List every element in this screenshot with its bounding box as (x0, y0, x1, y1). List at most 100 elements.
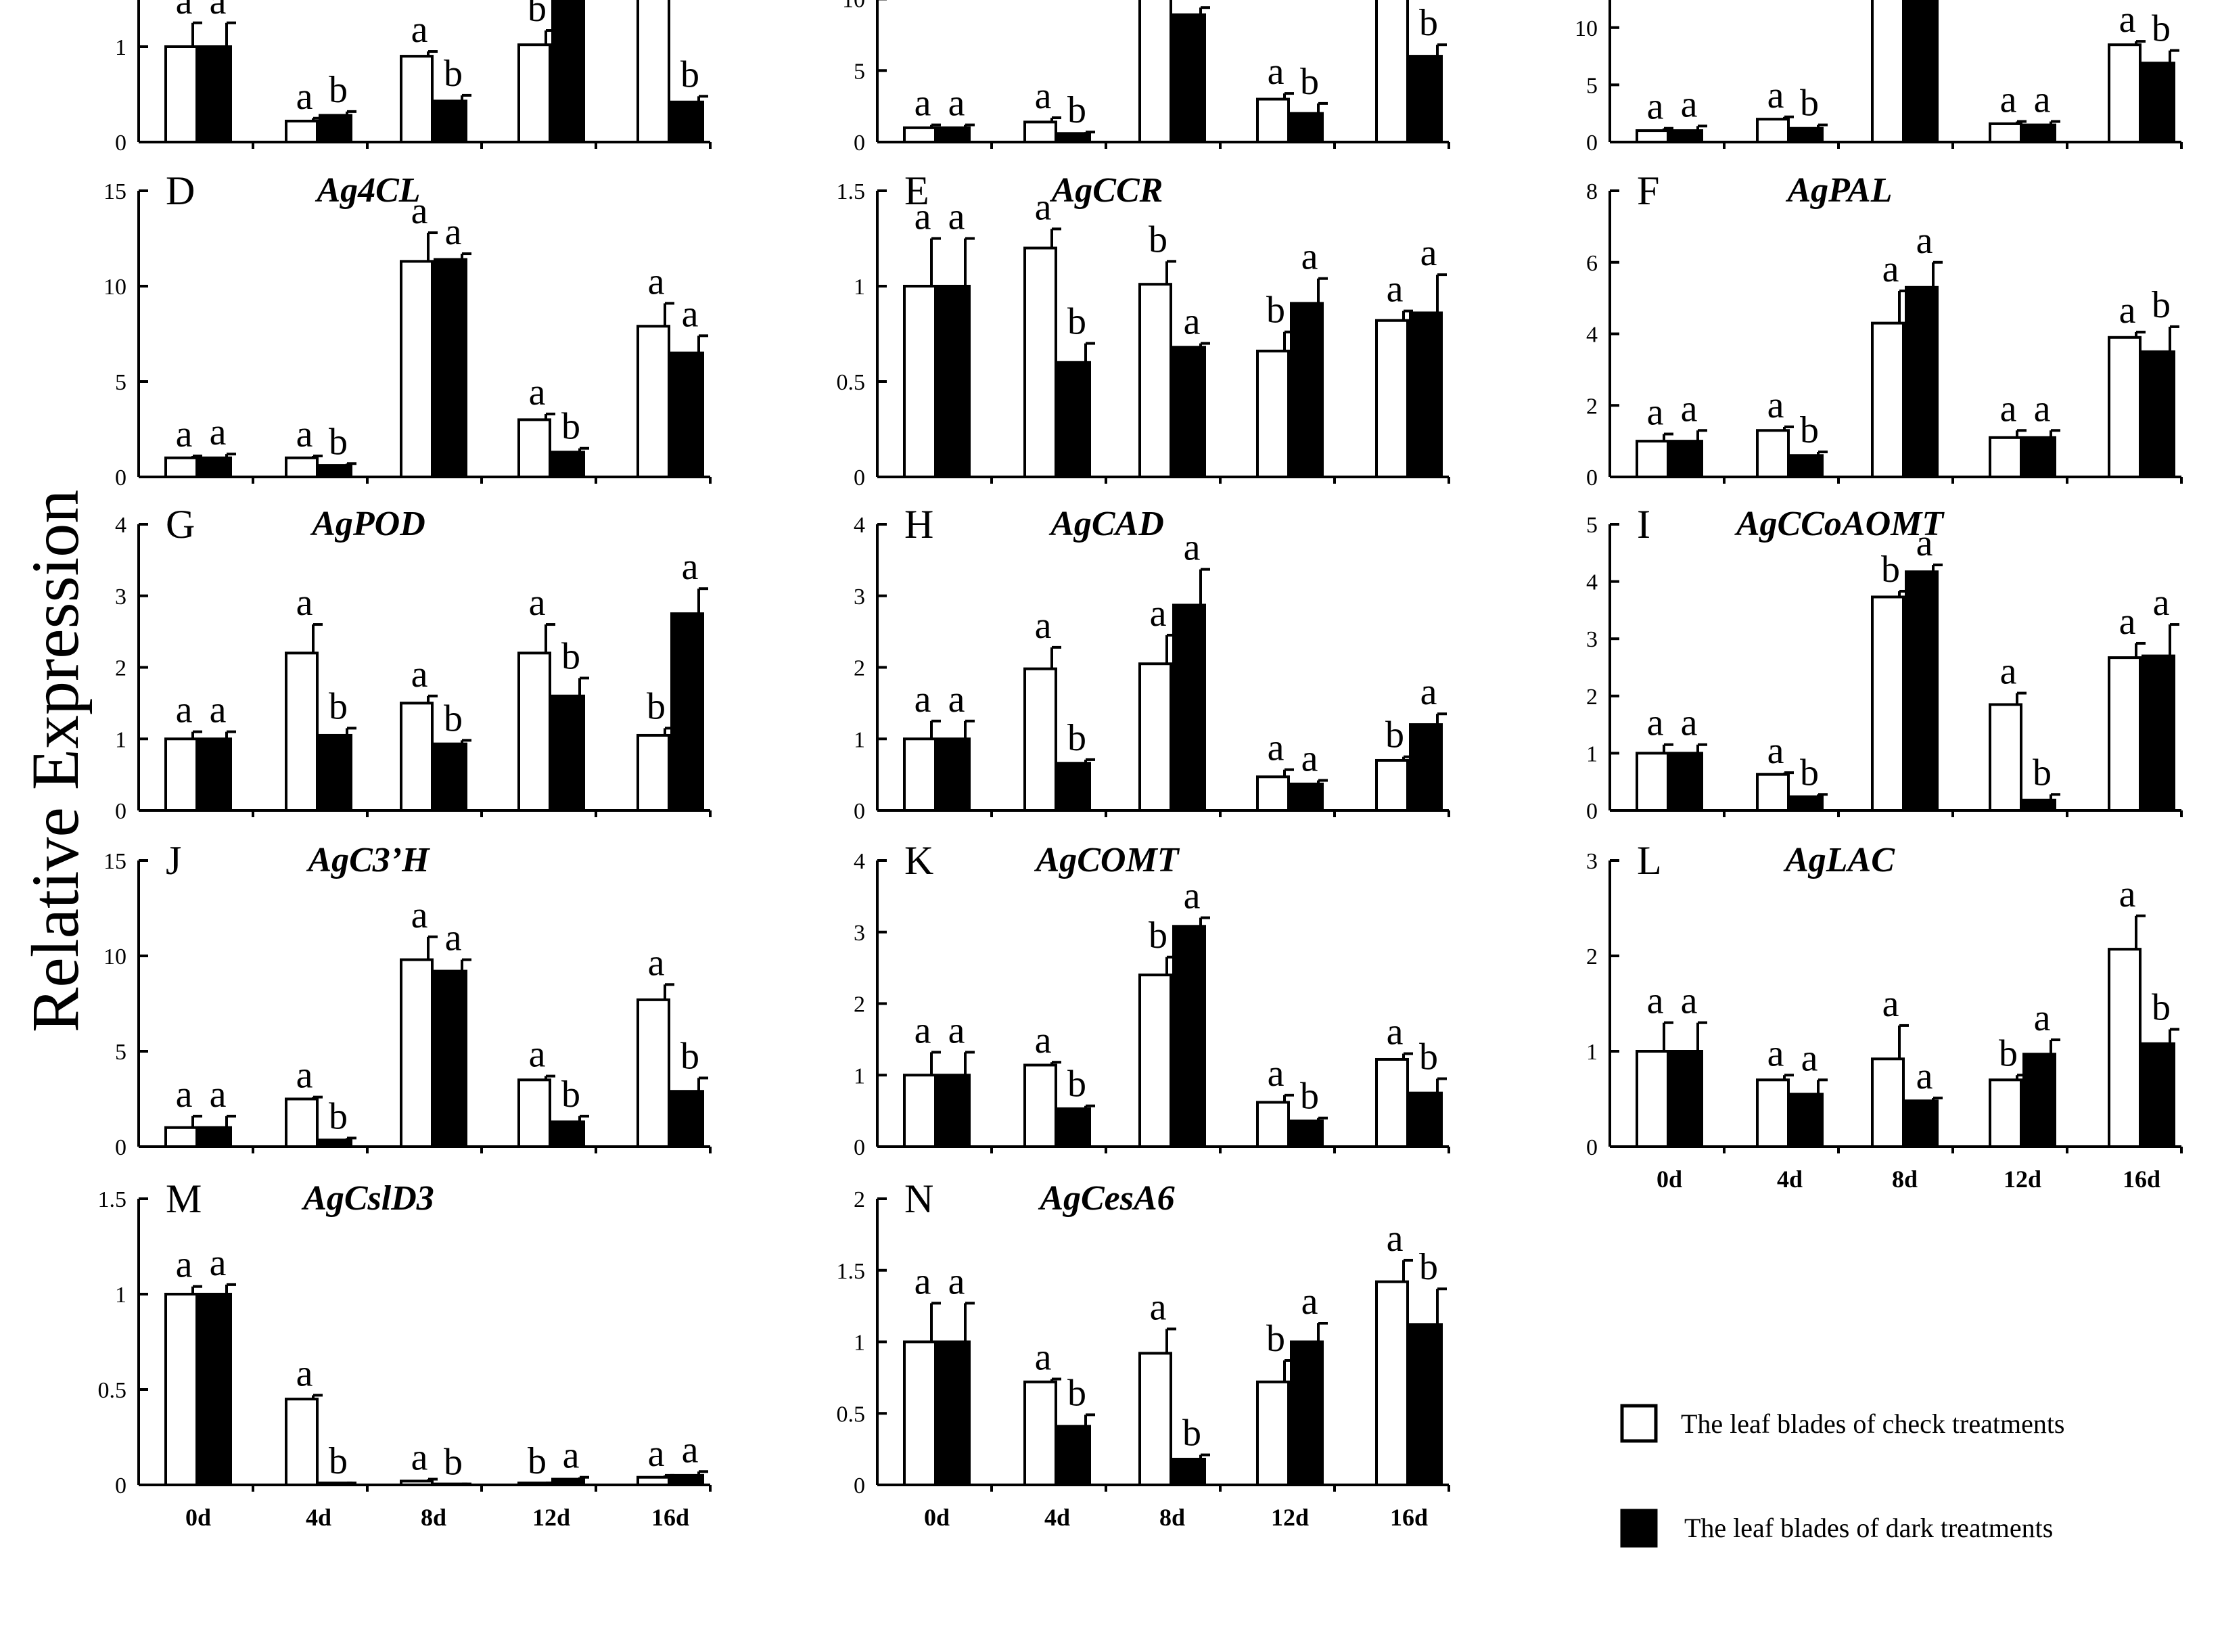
bar-m-16d-check (636, 1475, 670, 1486)
bar-n-0d-dark (937, 1340, 971, 1486)
bar-e-12d-check (1256, 349, 1290, 478)
y-tick-label-g-1: 1 (115, 727, 126, 752)
x-label-n-12d: 12d (1271, 1504, 1309, 1531)
sig-label-l-16d-1: b (2152, 987, 2171, 1029)
sig-label-g-12d-1: b (561, 635, 580, 677)
y-tick-label-c-2: 10 (1575, 16, 1598, 41)
sig-label-c-4d-0: a (1767, 74, 1784, 116)
sig-label-b-0d-1: a (948, 83, 965, 124)
sig-label-n-16d-1: b (1419, 1246, 1438, 1288)
y-tick-label-k-3: 3 (854, 921, 865, 946)
y-tick-label-f-4: 8 (1586, 179, 1598, 204)
gene-title-l: AgLAC (1783, 841, 1895, 879)
sig-label-k-12d-0: a (1268, 1053, 1284, 1095)
bar-g-12d-dark (551, 694, 585, 812)
bar-m-4d-check (285, 1398, 319, 1487)
bar-a-16d-dark (670, 100, 704, 143)
panel-letter-i: I (1637, 502, 1650, 547)
bar-h-16d-dark (1409, 723, 1443, 812)
y-tick-label-m-0: 0 (115, 1473, 126, 1498)
panel-letter-g: G (166, 502, 195, 547)
sig-label-e-4d-1: b (1067, 301, 1086, 343)
sig-label-h-8d-0: a (1150, 593, 1167, 635)
bar-a-8d-check (400, 55, 434, 143)
bar-l-16d-check (2108, 948, 2142, 1148)
sig-label-b-16d-1: b (1419, 2, 1438, 44)
bar-d-8d-dark (434, 258, 467, 478)
sig-label-j-8d-0: a (411, 894, 428, 936)
sig-label-c-4d-1: b (1800, 83, 1819, 124)
sig-label-k-8d-1: a (1184, 875, 1201, 917)
y-tick-label-k-2: 2 (854, 992, 865, 1017)
sig-label-c-0d-0: a (1647, 86, 1664, 128)
sig-label-j-4d-0: a (296, 1055, 313, 1097)
bar-b-16d-dark (1409, 55, 1443, 143)
sig-label-h-16d-1: a (1420, 671, 1437, 713)
sig-label-e-8d-1: a (1184, 301, 1201, 343)
sig-label-f-0d-1: a (1681, 388, 1698, 430)
bar-e-0d-check (903, 285, 937, 478)
sig-label-l-4d-1: a (1801, 1037, 1818, 1079)
y-tick-label-k-1: 1 (854, 1063, 865, 1088)
bar-g-0d-dark (198, 737, 232, 812)
sig-label-d-4d-1: b (329, 421, 348, 463)
bar-b-12d-dark (1290, 112, 1324, 143)
bar-l-8d-dark (1905, 1099, 1939, 1148)
legend-label-dark: The leaf blades of dark treatments (1684, 1513, 2053, 1543)
bar-n-16d-check (1375, 1280, 1409, 1487)
y-tick-label-m-2: 1 (115, 1283, 126, 1308)
y-tick-label-c-1: 5 (1586, 73, 1598, 98)
bar-l-4d-check (1756, 1078, 1790, 1149)
bar-h-4d-dark (1057, 762, 1091, 812)
sig-label-h-4d-1: b (1067, 717, 1086, 759)
y-tick-label-b-1: 5 (854, 59, 865, 84)
sig-label-d-0d-1: a (210, 411, 227, 453)
legend-swatch-dark (1620, 1509, 1658, 1548)
bar-e-8d-check (1138, 283, 1172, 478)
bar-j-0d-dark (198, 1126, 232, 1149)
sig-label-l-12d-1: a (2034, 997, 2051, 1039)
sig-label-k-16d-0: a (1387, 1011, 1404, 1053)
sig-label-l-4d-0: a (1767, 1032, 1784, 1074)
legend-label-check: The leaf blades of check treatments (1681, 1408, 2065, 1439)
bar-f-16d-dark (2142, 350, 2175, 478)
bar-a-8d-dark (434, 99, 467, 143)
bar-l-4d-dark (1790, 1093, 1824, 1148)
y-tick-label-g-3: 3 (115, 584, 126, 610)
y-tick-label-i-5: 5 (1586, 513, 1598, 538)
bar-g-12d-check (517, 651, 551, 812)
y-tick-label-g-2: 2 (115, 656, 126, 681)
bar-k-16d-dark (1409, 1091, 1443, 1148)
sig-label-k-12d-1: b (1300, 1076, 1319, 1118)
legend: The leaf blades of check treatments The … (1620, 1404, 2065, 1548)
bar-k-12d-dark (1290, 1119, 1324, 1149)
sig-label-d-16d-1: a (682, 293, 699, 335)
y-tick-label-m-1: 0.5 (98, 1378, 127, 1403)
sig-label-j-12d-0: a (529, 1034, 546, 1076)
sig-label-i-12d-0: a (2000, 651, 2017, 693)
bar-a-16d-check (636, 0, 670, 143)
bar-f-0d-check (1636, 440, 1669, 478)
sig-label-f-8d-0: a (1882, 248, 1899, 290)
bar-g-0d-check (164, 737, 198, 812)
gene-title-k: AgCOMT (1034, 841, 1180, 879)
sig-label-d-12d-0: a (529, 371, 546, 413)
y-tick-label-n-3: 1.5 (837, 1259, 866, 1284)
sig-label-n-12d-1: a (1301, 1281, 1318, 1323)
bar-n-12d-dark (1290, 1340, 1324, 1486)
sig-label-j-4d-1: b (329, 1095, 348, 1137)
bar-f-4d-check (1756, 429, 1790, 479)
panels: 0123AAgF5Haaababbaab05101520BAgC4Haaabab… (98, 0, 2183, 1531)
bar-c-4d-dark (1790, 127, 1824, 143)
bar-f-0d-dark (1669, 440, 1703, 478)
bar-l-0d-dark (1669, 1050, 1703, 1148)
gene-title-j: AgC3’H (306, 841, 430, 879)
bar-e-4d-check (1023, 246, 1057, 478)
y-tick-label-c-0: 0 (1586, 131, 1598, 156)
sig-label-i-0d-1: a (1681, 702, 1698, 744)
bar-k-0d-dark (937, 1074, 971, 1148)
bar-c-8d-check (1871, 0, 1905, 144)
sig-label-g-16d-0: b (647, 685, 666, 727)
bar-b-16d-check (1375, 0, 1409, 143)
